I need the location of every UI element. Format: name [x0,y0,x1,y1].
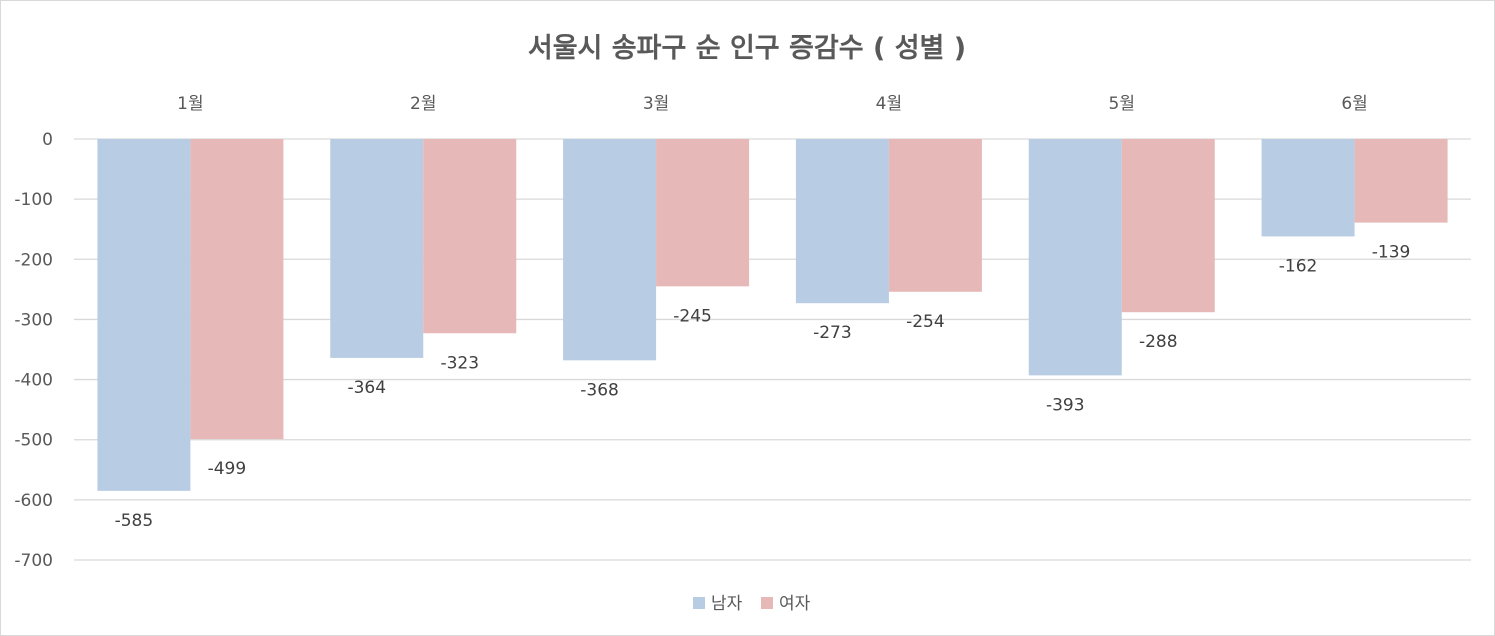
legend: 남자 여자 [693,594,811,614]
gridlines [74,138,1471,561]
bar [330,139,424,358]
y-tick-label: -700 [14,551,53,571]
y-axis-tick-labels: 0 -100 -200 -300 -400 -500 -600 -700 [14,130,53,571]
bar [563,139,657,361]
category-label: 1월 [177,94,203,114]
data-label: -323 [440,353,479,373]
data-label: -368 [580,380,619,400]
data-label: -585 [115,511,154,531]
category-label: 2월 [410,94,436,114]
chart-title: 서울시 송파구 순 인구 증감수 ( 성별 ) [528,33,966,64]
data-label: -393 [1046,395,1085,415]
y-tick-label: -300 [14,310,53,330]
y-tick-label: -100 [14,190,53,210]
bar [423,139,517,334]
y-tick-label: 0 [42,130,53,150]
data-label: -254 [906,312,945,332]
category-label: 5월 [1109,94,1135,114]
data-label: -245 [673,306,712,326]
data-label: -364 [347,378,386,398]
data-label: -273 [813,323,852,343]
data-label: -139 [1372,243,1411,263]
legend-swatch [693,597,705,609]
y-tick-label: -600 [14,491,53,511]
bar [795,139,889,304]
y-tick-label: -200 [14,250,53,270]
category-labels: 1월 2월 3월 4월 5월 6월 [177,94,1368,114]
bar [888,139,982,292]
data-label: -499 [208,459,247,479]
y-tick-label: -500 [14,431,53,451]
legend-label: 여자 [779,594,811,614]
category-label: 4월 [876,94,902,114]
bar [97,139,191,491]
bar [656,139,750,287]
bar [1261,139,1355,237]
legend-label: 남자 [711,594,743,614]
bar [1354,139,1448,223]
data-label: -288 [1139,332,1178,352]
bars [97,139,1448,491]
y-tick-label: -400 [14,371,53,391]
category-label: 3월 [643,94,669,114]
data-labels: -585 -499 -364 -323 -368 -245 -273 -254 -393 -288… [115,243,1411,531]
bar [190,139,284,440]
category-label: 6월 [1341,94,1367,114]
bar [1028,139,1122,376]
bar [1121,139,1215,313]
data-label: -162 [1279,256,1318,276]
legend-swatch [761,597,773,609]
